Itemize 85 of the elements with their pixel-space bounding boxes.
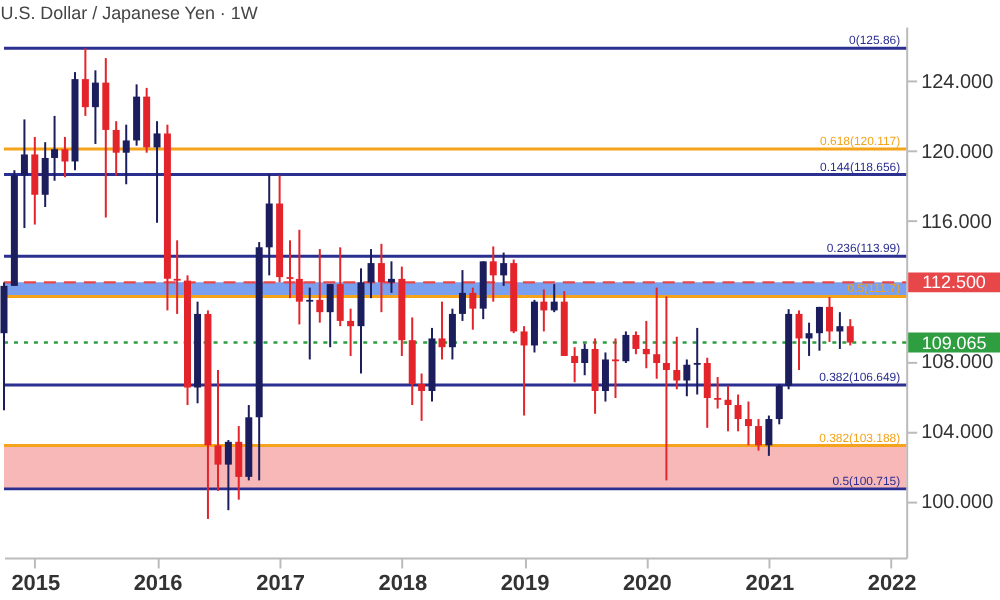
candlestick: [102, 57, 110, 219]
candlestick: [173, 239, 181, 315]
candlestick: [520, 325, 528, 417]
candlestick: [153, 120, 161, 224]
candlestick: [673, 335, 681, 391]
x-tick-label: 2022: [867, 572, 917, 597]
candlestick: [571, 346, 579, 384]
candlestick: [755, 418, 762, 452]
candlestick: [744, 400, 752, 447]
candlestick: [765, 414, 773, 457]
candlestick: [662, 295, 670, 482]
candlestick: [805, 321, 813, 357]
candlestick: [41, 141, 49, 209]
y-tick-label: 104.000: [921, 422, 995, 445]
candlestick: [265, 173, 273, 277]
candlestick: [347, 307, 355, 357]
candlestick: [377, 242, 385, 314]
candlestick: [795, 309, 803, 371]
candlestick: [622, 330, 630, 364]
y-tick-label: 100.000: [921, 492, 995, 515]
candlestick: [214, 368, 222, 492]
candlestick: [20, 118, 28, 230]
chart-title: U.S. Dollar / Japanese Yen · 1W: [0, 2, 259, 23]
ref-line-label: 112.500: [922, 272, 986, 293]
candlestick: [306, 286, 314, 361]
candlestick: [703, 356, 711, 429]
candlestick: [815, 305, 823, 352]
x-tick-label: 2015: [11, 572, 61, 597]
candlestick: [0, 281, 8, 412]
candlestick: [714, 376, 722, 410]
candlestick: [458, 269, 466, 322]
x-tick-label: 2016: [133, 572, 183, 597]
candlestick: [286, 239, 294, 300]
candlestick: [693, 326, 701, 396]
x-tick-label: 2018: [378, 572, 428, 597]
y-tick-label: 108.000: [921, 352, 995, 375]
candlestick: [418, 372, 426, 422]
candlestick: [591, 337, 599, 415]
candlestick: [550, 283, 558, 314]
candlestick: [581, 342, 589, 377]
candlestick: [540, 288, 548, 333]
candlestick: [530, 298, 538, 354]
candlestick: [408, 316, 416, 407]
candlestick: [846, 318, 854, 347]
candlestick: [826, 296, 833, 343]
candlestick: [438, 300, 446, 361]
candlestick: [469, 286, 477, 331]
candlestick: [367, 248, 375, 300]
candlestick: [601, 351, 609, 403]
candlestick: [724, 384, 732, 433]
candlestick: [489, 245, 497, 303]
candlestick: [295, 228, 303, 326]
candlestick: [357, 267, 365, 375]
candlestick: [734, 393, 742, 433]
x-tick-label: 2021: [745, 572, 795, 597]
candlestick: [81, 47, 89, 117]
candlestick: [775, 383, 783, 426]
candlestick: [235, 425, 243, 501]
candlestick: [133, 83, 141, 147]
candlestick: [479, 260, 487, 321]
candlestick: [122, 123, 130, 186]
candlestick: [91, 69, 99, 145]
x-tick-label: 2017: [256, 572, 306, 597]
x-tick-label: 2019: [500, 572, 550, 597]
candlestick: [31, 135, 39, 226]
y-tick-label: 120.000: [921, 141, 995, 164]
candlestick: [500, 251, 508, 287]
candlestick: [448, 307, 456, 361]
candlestick: [51, 114, 59, 182]
x-tick-label: 2020: [622, 572, 672, 597]
candlestick: [653, 286, 661, 380]
candlestick: [316, 248, 324, 324]
candlestick: [112, 120, 120, 177]
candlestick: [336, 246, 344, 328]
ref-line-label: 109.065: [921, 332, 987, 353]
candlestick: [683, 358, 691, 398]
y-tick-label: 116.000: [921, 212, 993, 235]
candlestick: [632, 330, 640, 356]
candlestick: [224, 439, 232, 512]
candlestick: [836, 311, 844, 350]
candlestick: [61, 135, 69, 179]
y-tick-label: 124.000: [921, 71, 995, 94]
candlestick: [642, 319, 650, 370]
candlestick: [612, 337, 619, 400]
candlestick: [326, 283, 334, 349]
